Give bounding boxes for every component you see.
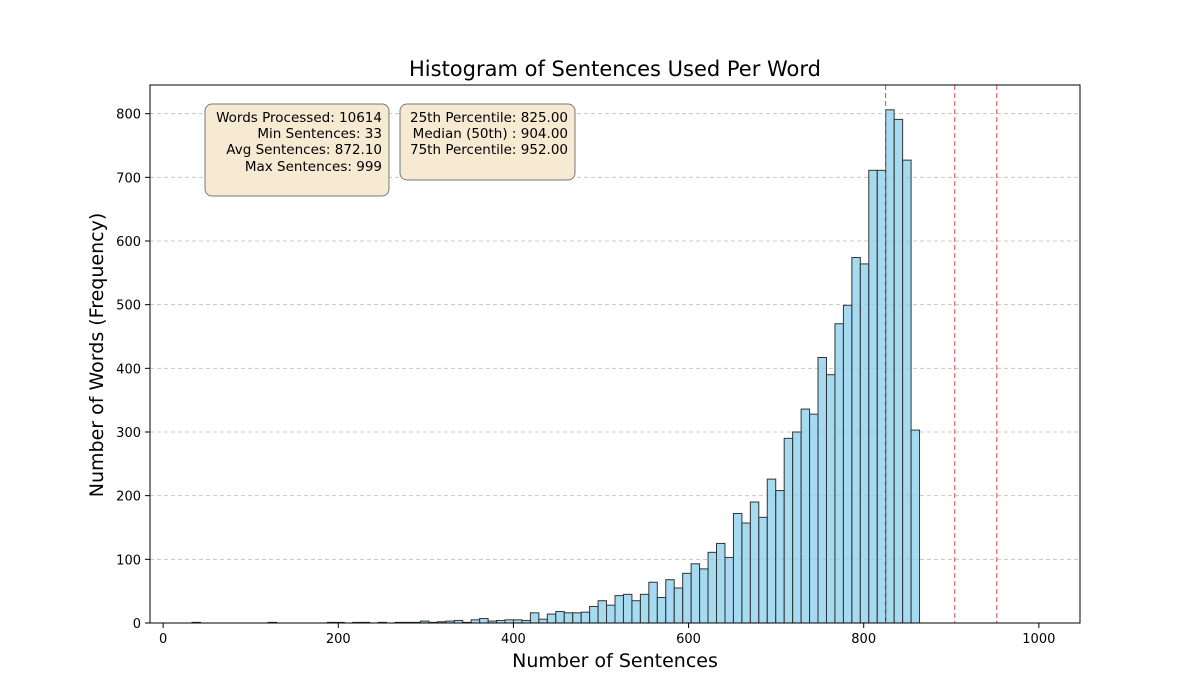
x-tick-label: 0 — [159, 632, 167, 647]
histogram-bar — [606, 604, 616, 624]
histogram-bar — [851, 257, 861, 624]
histogram-bar — [775, 490, 785, 624]
histogram-bar — [622, 593, 633, 624]
histogram-bar — [665, 579, 675, 624]
histogram-bar — [673, 587, 684, 624]
histogram-bars — [191, 109, 921, 624]
x-tick-label: 800 — [851, 632, 876, 647]
histogram-bar — [631, 600, 641, 624]
histogram-bar — [716, 542, 726, 624]
histogram-bar — [589, 605, 599, 624]
histogram-bar — [749, 501, 760, 624]
histogram-bar — [783, 437, 794, 624]
histogram-bar — [546, 613, 557, 624]
y-tick-label: 600 — [116, 235, 141, 250]
stat-words-processed: Words Processed: 10614 — [216, 110, 382, 126]
histogram-bar — [656, 597, 667, 624]
histogram-bar — [479, 618, 489, 624]
histogram-bar — [563, 612, 574, 624]
histogram-bar — [690, 563, 701, 624]
plot-frame — [149, 84, 1081, 624]
y-tick-label: 700 — [116, 171, 141, 186]
y-tick-label: 0 — [133, 617, 141, 632]
histogram-bar — [538, 618, 548, 624]
y-tick-label: 500 — [116, 299, 141, 314]
y-tick-label: 400 — [116, 362, 141, 377]
stat-min-sentences: Min Sentences: 33 — [257, 126, 382, 142]
histogram-bar — [572, 612, 582, 624]
stats-box: Words Processed: 10614 Min Sentences: 33… — [204, 103, 390, 197]
x-tick-label: 200 — [326, 632, 351, 647]
histogram-bar — [902, 159, 912, 624]
histogram-bar — [707, 551, 718, 624]
y-tick-label: 200 — [116, 490, 141, 505]
histogram-bar — [741, 522, 751, 624]
stat-max-sentences: Max Sentences: 999 — [245, 159, 382, 175]
y-tick-label: 800 — [116, 108, 141, 123]
histogram-bar — [732, 512, 743, 624]
percentile-box-background — [399, 103, 576, 181]
x-axis-label: Number of Sentences — [512, 650, 718, 672]
axis-ticks: 0 200 400 600 800 1000 0 100 200 300 400 500 600 700 8… — [116, 108, 1055, 647]
histogram-bar — [800, 408, 811, 624]
histogram-bar — [639, 593, 650, 624]
histogram-bar — [758, 516, 768, 624]
histogram-bar — [529, 612, 540, 624]
chart-title: Histogram of Sentences Used Per Word — [409, 57, 821, 81]
y-axis-label: Number of Words (Frequency) — [86, 213, 108, 497]
histogram-bar — [834, 323, 844, 624]
stats-box-background — [204, 103, 390, 197]
histogram-bar — [809, 413, 819, 624]
histogram-bar — [699, 568, 709, 624]
histogram-bar — [792, 431, 802, 624]
x-tick-label: 400 — [501, 632, 526, 647]
histogram-bar — [868, 169, 878, 624]
x-tick-label: 1000 — [1022, 632, 1055, 647]
y-tick-label: 300 — [116, 426, 141, 441]
histogram-bar — [766, 478, 777, 624]
histogram-bar — [876, 169, 887, 624]
stat-avg-sentences: Avg Sentences: 872.10 — [226, 142, 382, 158]
percentile-box: 25th Percentile: 825.00 Median (50th) : … — [399, 103, 576, 181]
y-tick-label: 100 — [116, 553, 141, 568]
histogram-bar — [724, 556, 734, 624]
histogram-bar — [885, 109, 895, 624]
histogram-bar — [648, 581, 658, 624]
histogram-bar — [842, 304, 853, 624]
histogram-bar — [910, 429, 921, 624]
histogram-bar — [555, 611, 565, 624]
stat-75th-percentile: 75th Percentile: 952.00 — [410, 142, 568, 158]
histogram-bar — [682, 572, 692, 624]
histogram-bar — [817, 357, 827, 624]
histogram-bar — [597, 600, 608, 624]
histogram-bar — [614, 595, 624, 624]
stat-25th-percentile: 25th Percentile: 825.00 — [410, 110, 568, 126]
histogram-bar — [859, 263, 870, 624]
stat-median: Median (50th) : 904.00 — [413, 126, 568, 142]
histogram-bar — [825, 374, 836, 624]
percentile-lines — [885, 85, 998, 623]
histogram-bar — [893, 118, 904, 624]
x-tick-label: 600 — [676, 632, 701, 647]
histogram-bar — [580, 611, 591, 624]
